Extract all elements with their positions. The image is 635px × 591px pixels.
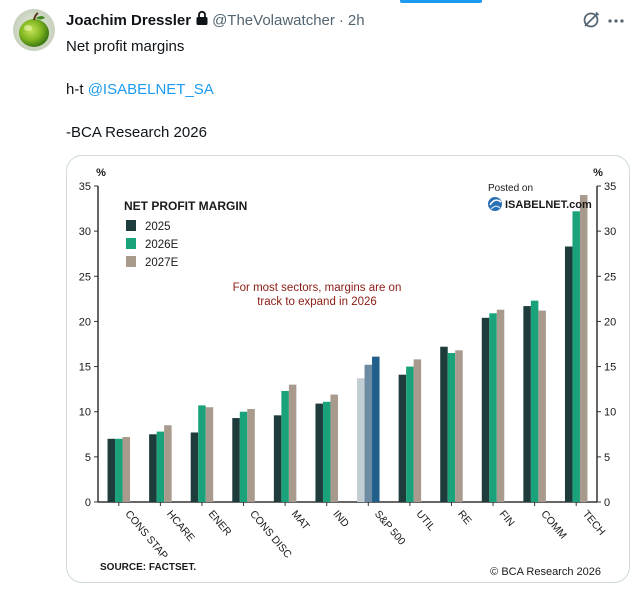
- bar-2026e-s-p-500: [364, 364, 373, 502]
- bar-2027e-ener: [205, 407, 214, 502]
- annotation-line-1: For most sectors, margins are on: [233, 282, 402, 294]
- y-tick-label-left: 10: [79, 407, 91, 419]
- x-tick-label: RE: [455, 508, 474, 527]
- y-tick-label-left: 0: [85, 497, 91, 509]
- bar-2026e-util: [406, 366, 414, 502]
- post-line-3: -BCA Research 2026: [66, 124, 207, 141]
- post-header: Joachim Dressler @TheVolawatcher · 2h: [66, 10, 365, 30]
- post-text: Net profit margins h-t @ISABELNET_SA -BC…: [66, 37, 214, 166]
- bar-2026e-mat: [281, 390, 289, 502]
- x-tick-label: ENER: [206, 508, 234, 538]
- chart-credit: © BCA Research 2026: [490, 566, 601, 578]
- watermark-posted-on: Posted on: [488, 183, 533, 194]
- bar-2025-ener: [190, 432, 199, 502]
- bar-2027e-tech: [579, 195, 588, 502]
- top-highlight-bar: [400, 0, 482, 3]
- bar-2025-re: [440, 346, 448, 502]
- bar-2026e-ener: [198, 405, 206, 502]
- legend-swatch-2026e: [126, 238, 136, 249]
- legend-label: 2027E: [145, 257, 179, 269]
- hat-tip-label: h-t: [66, 81, 84, 98]
- green-apple-avatar-icon: [13, 9, 55, 51]
- y-tick-label-right: 30: [604, 226, 616, 238]
- bar-2027e-hcare: [164, 425, 172, 502]
- y-tick-label-right: 35: [604, 181, 616, 193]
- y-tick-label-left: 30: [79, 226, 91, 238]
- bar-2026e-hcare: [156, 431, 165, 502]
- bar-2027e-cons-stap: [122, 436, 131, 502]
- x-tick-label: TECH: [580, 508, 608, 538]
- y-tick-label-left: 25: [79, 271, 91, 283]
- bar-2026e-fin: [489, 313, 497, 502]
- y-tick-label-right: 5: [604, 452, 610, 464]
- x-tick-label: CONS DISC: [247, 508, 294, 561]
- post-time[interactable]: 2h: [347, 11, 365, 29]
- bar-2027e-fin: [496, 309, 505, 502]
- post-line-2: h-t @ISABELNET_SA: [66, 80, 214, 100]
- x-tick-label: COMM: [538, 508, 569, 541]
- legend-label: 2026E: [145, 239, 179, 251]
- y-tick-label-right: 20: [604, 316, 616, 328]
- y-tick-label-left: 5: [85, 452, 91, 464]
- x-tick-label: UTIL: [414, 508, 438, 533]
- chart-image[interactable]: % % 0 0 5 5 10 10 15 15 20 20 25 25 30 30 35 35 CONS ST…: [66, 155, 630, 583]
- bar-2026e-tech: [572, 211, 580, 502]
- avatar[interactable]: [13, 9, 55, 51]
- bar-2027e-comm: [538, 310, 546, 502]
- legend-label: 2025: [145, 221, 171, 233]
- y-tick-label-right: 0: [604, 497, 610, 509]
- bar-2025-cons-stap: [107, 438, 116, 502]
- y-unit-right: %: [593, 167, 603, 179]
- chart-title: NET PROFIT MARGIN: [124, 199, 247, 213]
- legend-swatch-2027e: [126, 256, 136, 267]
- bar-2025-comm: [523, 306, 531, 502]
- y-tick-label-left: 20: [79, 316, 91, 328]
- author-name[interactable]: Joachim Dressler: [66, 11, 192, 29]
- bar-2025-tech: [564, 246, 573, 502]
- x-tick-label: S&P 500: [372, 508, 408, 547]
- bar-2025-fin: [481, 317, 490, 502]
- grok-icon[interactable]: [582, 11, 600, 34]
- x-tick-label: CONS STAP: [122, 508, 170, 562]
- isabelnet-logo-icon: [488, 197, 502, 211]
- annotation-line-2: track to expand in 2026: [257, 296, 377, 308]
- bar-2025-hcare: [149, 434, 157, 502]
- bar-2027e-mat: [288, 384, 297, 502]
- bar-2026e-comm: [530, 300, 539, 502]
- bar-2026e-re: [447, 353, 456, 502]
- legend-swatch-2025: [126, 220, 136, 231]
- bar-2025-ind: [315, 403, 323, 502]
- bar-2026e-cons-stap: [115, 438, 123, 502]
- x-tick-label: IND: [330, 508, 351, 530]
- more-icon[interactable]: [607, 14, 625, 32]
- y-tick-label-left: 35: [79, 181, 91, 193]
- y-unit-left: %: [96, 167, 106, 179]
- y-tick-label-right: 10: [604, 407, 616, 419]
- bar-2027e-s-p-500: [372, 356, 380, 502]
- x-tick-label: FIN: [497, 508, 517, 529]
- lock-icon: [195, 10, 209, 30]
- bar-2027e-re: [455, 350, 463, 502]
- post-line-1: Net profit margins: [66, 38, 185, 55]
- separator-dot: ·: [338, 11, 344, 29]
- bar-2025-mat: [273, 415, 282, 502]
- y-tick-label-right: 15: [604, 362, 616, 374]
- bar-2025-s-p-500: [357, 378, 365, 502]
- watermark-site: ISABELNET.com: [505, 199, 592, 211]
- bar-2025-cons-disc: [232, 418, 240, 502]
- bar-2027e-cons-disc: [247, 409, 255, 502]
- x-tick-label: MAT: [289, 508, 312, 533]
- x-tick-label: HCARE: [164, 508, 197, 544]
- bar-2027e-ind: [330, 394, 338, 502]
- author-handle[interactable]: @TheVolawatcher: [212, 11, 335, 29]
- y-tick-label-left: 15: [79, 362, 91, 374]
- bar-2025-util: [398, 374, 407, 502]
- y-tick-label-right: 25: [604, 271, 616, 283]
- mention-link[interactable]: @ISABELNET_SA: [87, 81, 214, 98]
- bar-2026e-cons-disc: [239, 411, 248, 502]
- chart-source: SOURCE: FACTSET.: [100, 562, 196, 573]
- bar-2027e-util: [413, 359, 422, 502]
- bar-2026e-ind: [322, 401, 331, 502]
